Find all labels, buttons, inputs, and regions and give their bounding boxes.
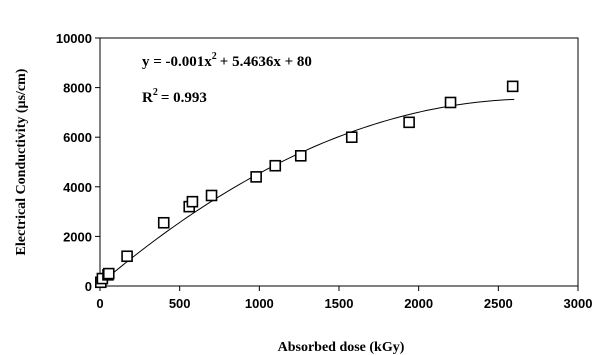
data-point xyxy=(403,116,415,129)
plot-border xyxy=(99,37,579,287)
y-tick-label: 8000 xyxy=(63,81,92,96)
y-tick-label: 0 xyxy=(85,279,92,294)
y-axis-title: Electrical Conductivity (µs/cm) xyxy=(14,68,29,255)
data-point xyxy=(506,80,519,93)
plot-area xyxy=(99,37,579,287)
x-tick-label: 1500 xyxy=(325,296,354,311)
trendline xyxy=(99,98,515,285)
y-axis: 0 2000 4000 6000 8000 10000 xyxy=(56,31,100,294)
x-tick-label: 3000 xyxy=(564,296,593,311)
data-point xyxy=(102,267,115,280)
data-points xyxy=(94,80,519,289)
data-point xyxy=(121,250,133,263)
data-point xyxy=(157,216,170,229)
data-point xyxy=(205,189,218,202)
r-squared-annotation: R2 = 0.993 xyxy=(142,87,207,106)
y-tick-label: 10000 xyxy=(56,31,92,46)
x-tick-label: 2500 xyxy=(484,296,513,311)
y-tick-label: 4000 xyxy=(63,180,92,195)
data-point xyxy=(345,131,358,143)
x-tick-label: 0 xyxy=(96,296,103,311)
x-tick-label: 1000 xyxy=(245,296,274,311)
y-tick-label: 6000 xyxy=(63,130,92,145)
data-point xyxy=(444,96,457,109)
data-point xyxy=(269,159,282,172)
x-tick-label: 2000 xyxy=(404,296,433,311)
x-axis: 0 500 1000 1500 2000 2500 3000 xyxy=(96,286,592,311)
data-point xyxy=(294,150,307,162)
data-point xyxy=(250,171,262,183)
y-tick-label: 2000 xyxy=(63,229,92,244)
x-axis-title: Absorbed dose (kGy) xyxy=(278,340,405,355)
trendline-group xyxy=(99,98,515,285)
equation-annotation: y = -0.001x2 + 5.4636x + 80 xyxy=(142,51,312,70)
data-point xyxy=(186,195,199,208)
x-tick-label: 500 xyxy=(169,296,191,311)
